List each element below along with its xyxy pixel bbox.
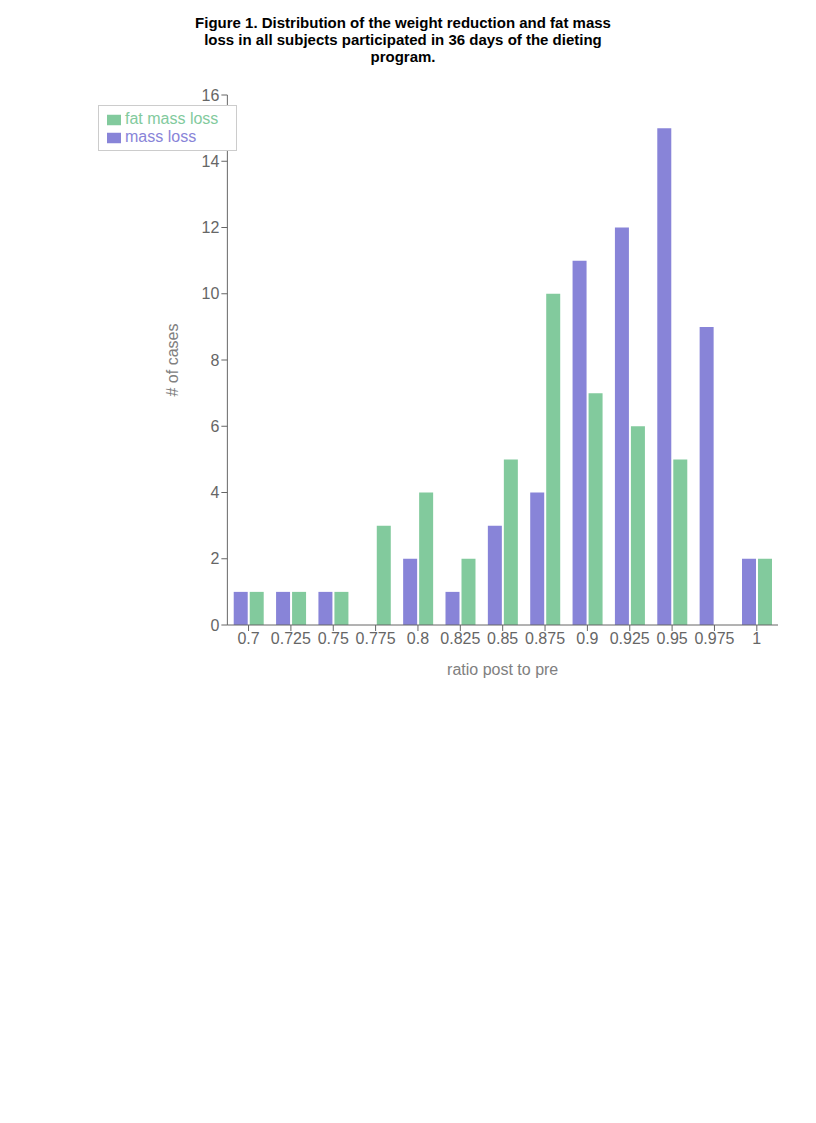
html-text:fat mass loss: fat mass loss — [125, 110, 219, 127]
svg-text:6: 6 — [210, 418, 219, 435]
svg-text:0.975: 0.975 — [694, 630, 734, 647]
svg-text:8: 8 — [210, 352, 219, 369]
svg-text:2: 2 — [210, 550, 219, 567]
svg-text:12: 12 — [202, 219, 220, 236]
html-text:loss in all subjects participa: loss in all subjects participated in 36 … — [204, 31, 602, 48]
html-text:program.: program. — [370, 48, 436, 65]
svg-text:14: 14 — [202, 153, 220, 170]
svg-text:# of cases: # of cases — [164, 324, 181, 397]
html-text:mass loss: mass loss — [125, 128, 197, 145]
svg-text:4: 4 — [210, 484, 219, 501]
svg-text:0.825: 0.825 — [440, 630, 480, 647]
svg-text:0.7: 0.7 — [237, 630, 259, 647]
html-text:Figure 1. Distribution of the: Figure 1. Distribution of the weight red… — [195, 14, 611, 31]
svg-text:0.75: 0.75 — [318, 630, 349, 647]
svg-text:10: 10 — [202, 285, 220, 302]
svg-text:0.725: 0.725 — [271, 630, 311, 647]
svg-text:0.95: 0.95 — [657, 630, 688, 647]
svg-text:0.925: 0.925 — [610, 630, 650, 647]
svg-text:0.775: 0.775 — [356, 630, 396, 647]
svg-text:1: 1 — [752, 630, 761, 647]
svg-text:0: 0 — [210, 617, 219, 634]
svg-text:0.875: 0.875 — [525, 630, 565, 647]
svg-text:0.85: 0.85 — [487, 630, 518, 647]
svg-text:0.8: 0.8 — [407, 630, 429, 647]
svg-text:16: 16 — [202, 87, 220, 104]
svg-text:ratio post to pre: ratio post to pre — [447, 661, 558, 678]
svg-text:0.9: 0.9 — [576, 630, 598, 647]
